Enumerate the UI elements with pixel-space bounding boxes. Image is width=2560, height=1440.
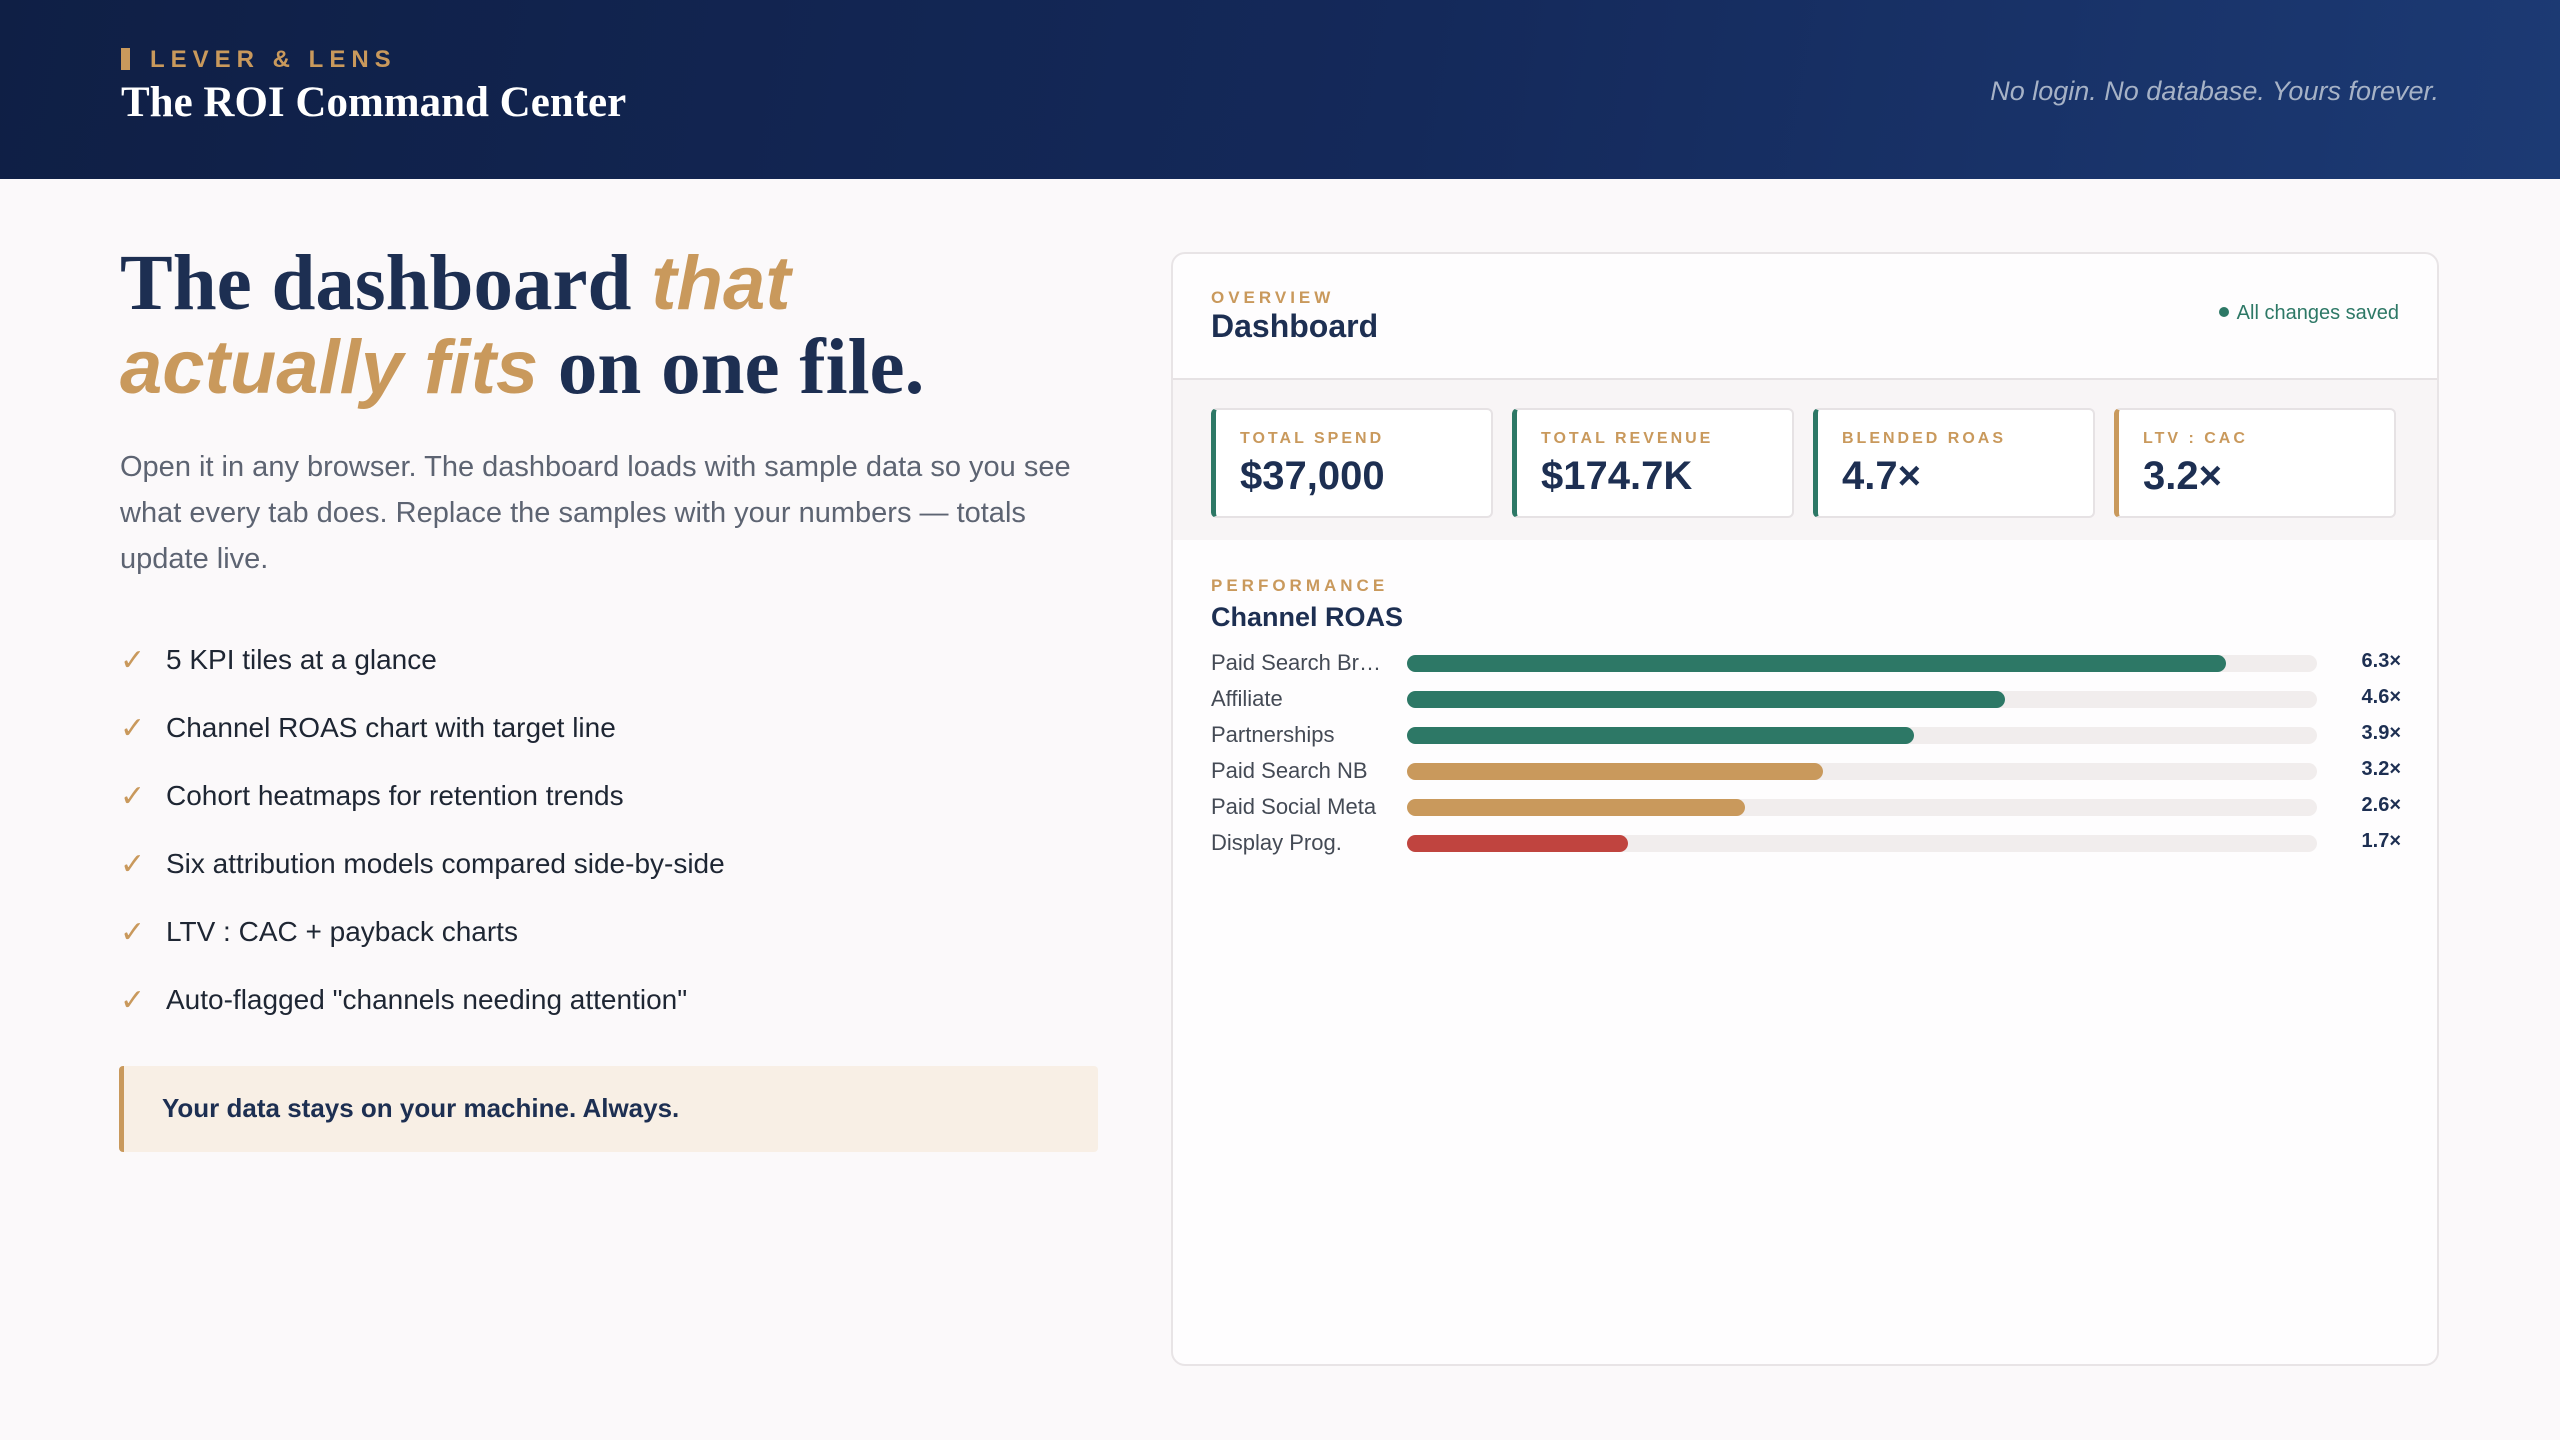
brand-mark-icon bbox=[121, 48, 130, 70]
channel-bar-value: 2.6× bbox=[2361, 794, 2401, 816]
dashboard-card: OVERVIEW Dashboard All changes saved TOT… bbox=[1171, 252, 2439, 1366]
channel-bar-value: 4.6× bbox=[2361, 686, 2401, 708]
feature-list: ✓ 5 KPI tiles at a glance ✓ Channel ROAS c… bbox=[120, 626, 725, 1034]
feature-text: Auto-flagged "channels needing attention… bbox=[166, 984, 688, 1015]
check-icon: ✓ bbox=[120, 710, 146, 746]
kpi-tile-blended-roas[interactable]: BLENDED ROAS 4.7× bbox=[1813, 408, 2095, 518]
channel-bar-track bbox=[1407, 799, 2317, 816]
hero-headline-accent: that actually fits bbox=[120, 241, 791, 410]
channel-bar-fill bbox=[1407, 655, 2226, 672]
channel-bar-fill bbox=[1407, 835, 1628, 852]
channel-bar-track bbox=[1407, 835, 2317, 852]
kpi-value: $37,000 bbox=[1240, 454, 1385, 498]
channel-roas-chart: Paid Search Br… 6.3× Affiliate 4.6× Partners… bbox=[1211, 644, 2401, 860]
feature-text: Cohort heatmaps for retention trends bbox=[166, 780, 624, 811]
feature-item: ✓ Channel ROAS chart with target line bbox=[120, 694, 725, 762]
channel-bar-track bbox=[1407, 691, 2317, 708]
hero-headline: The dashboard that actually fits on one … bbox=[120, 242, 1080, 410]
channel-roas-title: Channel ROAS bbox=[1211, 602, 1404, 632]
check-icon: ✓ bbox=[120, 642, 146, 678]
channel-bar-value: 6.3× bbox=[2361, 650, 2401, 672]
feature-item: ✓ Auto-flagged "channels needing attentio… bbox=[120, 966, 725, 1034]
kpi-tile-total-revenue[interactable]: TOTAL REVENUE $174.7K bbox=[1512, 408, 1794, 518]
save-status-text: All changes saved bbox=[2236, 302, 2399, 324]
hero-lead: Open it in any browser. The dashboard lo… bbox=[120, 451, 1071, 575]
channel-bar-fill bbox=[1407, 727, 1914, 744]
feature-text: 5 KPI tiles at a glance bbox=[166, 644, 437, 675]
check-icon: ✓ bbox=[120, 778, 146, 814]
channel-bar-row[interactable]: Display Prog. 1.7× bbox=[1211, 824, 2401, 860]
kpi-label: BLENDED ROAS bbox=[1842, 430, 2007, 447]
feature-text: Channel ROAS chart with target line bbox=[166, 712, 616, 743]
kpi-value: 4.7× bbox=[1842, 454, 1921, 498]
app-header: LEVER & LENS The ROI Command Center No l… bbox=[0, 0, 2560, 179]
channel-bar-row[interactable]: Paid Social Meta 2.6× bbox=[1211, 788, 2401, 824]
feature-item: ✓ Six attribution models compared side-by… bbox=[120, 830, 725, 898]
check-icon: ✓ bbox=[120, 982, 146, 1018]
channel-bar-row[interactable]: Paid Search Br… 6.3× bbox=[1211, 644, 2401, 680]
feature-item: ✓ 5 KPI tiles at a glance bbox=[120, 626, 725, 694]
feature-item: ✓ LTV : CAC + payback charts bbox=[120, 898, 725, 966]
channel-bar-value: 3.2× bbox=[2361, 758, 2401, 780]
check-icon: ✓ bbox=[120, 914, 146, 950]
header-tagline: No login. No database. Yours forever. bbox=[1990, 76, 2439, 106]
channel-bar-track bbox=[1407, 727, 2317, 744]
channel-bar-fill bbox=[1407, 763, 1823, 780]
brand-name: LEVER & LENS bbox=[150, 46, 397, 73]
channel-bar-fill bbox=[1407, 799, 1745, 816]
channel-bar-value: 3.9× bbox=[2361, 722, 2401, 744]
channel-bar-row[interactable]: Paid Search NB 3.2× bbox=[1211, 752, 2401, 788]
channel-bar-label: Affiliate bbox=[1211, 686, 1283, 711]
kpi-label: LTV : CAC bbox=[2143, 430, 2248, 447]
dashboard-title: Dashboard bbox=[1211, 308, 1379, 344]
performance-eyebrow: PERFORMANCE bbox=[1211, 576, 1389, 595]
channel-bar-track bbox=[1407, 655, 2317, 672]
feature-item: ✓ Cohort heatmaps for retention trends bbox=[120, 762, 725, 830]
save-status: All changes saved bbox=[2218, 302, 2399, 325]
privacy-callout-text: Your data stays on your machine. Always. bbox=[162, 1093, 680, 1123]
channel-bar-label: Paid Search Br… bbox=[1211, 650, 1381, 675]
channel-bar-label: Paid Social Meta bbox=[1211, 794, 1377, 819]
kpi-value: 3.2× bbox=[2143, 454, 2222, 498]
kpi-value: $174.7K bbox=[1541, 454, 1693, 498]
kpi-label: TOTAL SPEND bbox=[1240, 430, 1385, 447]
kpi-tile-ltv-cac[interactable]: LTV : CAC 3.2× bbox=[2114, 408, 2396, 518]
dashboard-header: OVERVIEW Dashboard All changes saved bbox=[1173, 254, 2437, 380]
channel-bar-value: 1.7× bbox=[2361, 830, 2401, 852]
channel-bar-label: Partnerships bbox=[1211, 722, 1335, 747]
kpi-label: TOTAL REVENUE bbox=[1541, 430, 1714, 447]
hero-headline-part2: on one file. bbox=[538, 324, 925, 411]
dashboard-eyebrow: OVERVIEW bbox=[1211, 288, 1335, 307]
status-dot-icon bbox=[2218, 307, 2229, 317]
channel-bar-fill bbox=[1407, 691, 2005, 708]
brand-label: LEVER & LENS bbox=[121, 46, 397, 74]
privacy-callout: Your data stays on your machine. Always. bbox=[119, 1066, 1098, 1152]
hero-headline-part1: The dashboard bbox=[120, 240, 652, 327]
feature-text: LTV : CAC + payback charts bbox=[166, 916, 518, 947]
channel-bar-track bbox=[1407, 763, 2317, 780]
channel-bar-row[interactable]: Affiliate 4.6× bbox=[1211, 680, 2401, 716]
check-icon: ✓ bbox=[120, 846, 146, 882]
feature-text: Six attribution models compared side-by-… bbox=[166, 848, 725, 879]
channel-bar-label: Paid Search NB bbox=[1211, 758, 1368, 783]
channel-bar-row[interactable]: Partnerships 3.9× bbox=[1211, 716, 2401, 752]
app-title: The ROI Command Center bbox=[121, 79, 627, 126]
channel-bar-label: Display Prog. bbox=[1211, 830, 1342, 855]
kpi-tile-total-spend[interactable]: TOTAL SPEND $37,000 bbox=[1211, 408, 1493, 518]
